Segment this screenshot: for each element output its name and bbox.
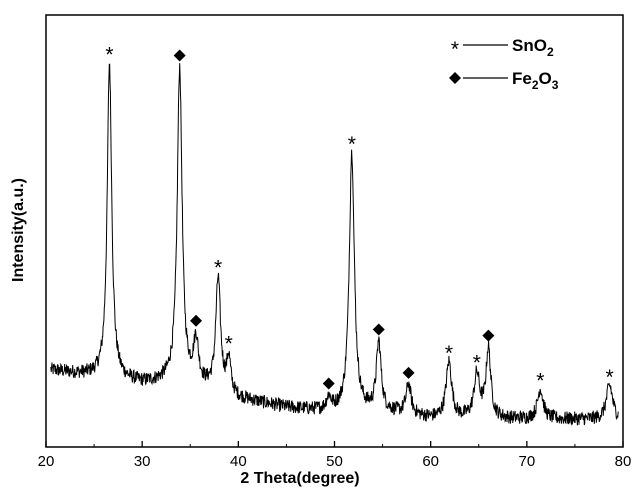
sno2-peak-marker: * — [348, 133, 356, 156]
x-axis-ticks — [46, 441, 623, 447]
x-tick-label-30: 30 — [134, 453, 151, 470]
fe2o3-peak-marker — [323, 378, 335, 390]
fe2o3-peak-marker — [174, 50, 186, 62]
sno2-peak-marker: * — [445, 342, 453, 365]
x-tick-label-60: 60 — [422, 453, 439, 470]
legend-diamond-marker — [449, 72, 461, 84]
fe2o3-peak-marker — [190, 315, 202, 327]
xrd-pattern-line — [51, 63, 618, 425]
y-axis-title: Intensity(a.u.) — [10, 178, 27, 282]
fe2o3-peak-marker — [482, 330, 494, 342]
peak-markers: * * * * * * * * — [105, 43, 613, 392]
sno2-peak-marker: * — [605, 366, 613, 389]
x-tick-label-20: 20 — [38, 453, 55, 470]
legend: * SnO2 Fe2O3 — [449, 36, 559, 92]
fe2o3-peak-marker — [373, 324, 385, 336]
x-tick-label-40: 40 — [230, 453, 247, 470]
sno2-peak-marker: * — [536, 369, 544, 392]
legend-label-fe2o3: Fe2O3 — [512, 69, 559, 92]
legend-label-sno2: SnO2 — [512, 36, 554, 59]
sno2-peak-marker: * — [105, 43, 113, 66]
x-tick-label-70: 70 — [518, 453, 535, 470]
x-axis-tick-labels: 20 30 40 50 60 70 80 — [38, 453, 632, 470]
sno2-peak-marker: * — [214, 256, 222, 279]
legend-star-marker: * — [451, 38, 459, 61]
x-axis-title: 2 Theta(degree) — [240, 470, 359, 487]
x-tick-label-50: 50 — [326, 453, 343, 470]
x-tick-label-80: 80 — [615, 453, 632, 470]
sno2-peak-marker: * — [225, 332, 233, 355]
sno2-peak-marker: * — [473, 351, 481, 374]
fe2o3-peak-marker — [403, 367, 415, 379]
